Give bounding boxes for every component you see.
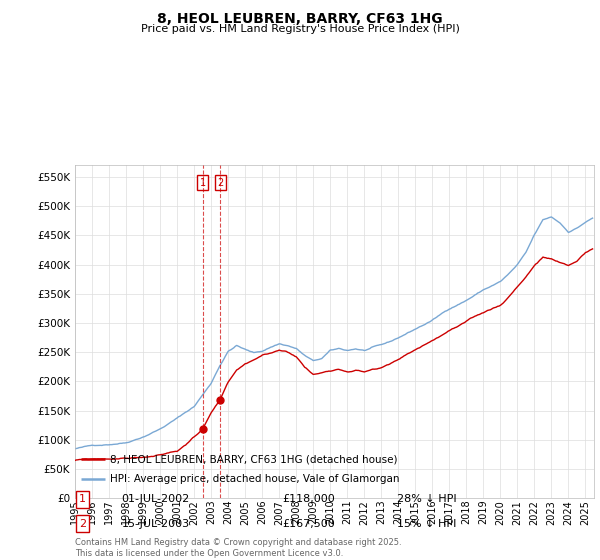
Text: 15% ↓ HPI: 15% ↓ HPI	[397, 519, 456, 529]
Text: 01-JUL-2002: 01-JUL-2002	[122, 494, 190, 505]
Text: 1: 1	[200, 178, 206, 188]
Text: 2: 2	[217, 178, 223, 188]
Text: 2: 2	[79, 519, 86, 529]
Text: HPI: Average price, detached house, Vale of Glamorgan: HPI: Average price, detached house, Vale…	[110, 474, 400, 484]
Text: 28% ↓ HPI: 28% ↓ HPI	[397, 494, 457, 505]
Text: 8, HEOL LEUBREN, BARRY, CF63 1HG (detached house): 8, HEOL LEUBREN, BARRY, CF63 1HG (detach…	[110, 454, 398, 464]
Text: Contains HM Land Registry data © Crown copyright and database right 2025.
This d: Contains HM Land Registry data © Crown c…	[75, 538, 401, 558]
Text: Price paid vs. HM Land Registry's House Price Index (HPI): Price paid vs. HM Land Registry's House …	[140, 24, 460, 34]
Text: 1: 1	[79, 494, 86, 505]
Text: 8, HEOL LEUBREN, BARRY, CF63 1HG: 8, HEOL LEUBREN, BARRY, CF63 1HG	[157, 12, 443, 26]
Text: 15-JUL-2003: 15-JUL-2003	[122, 519, 190, 529]
Text: £167,500: £167,500	[283, 519, 335, 529]
Text: £118,000: £118,000	[283, 494, 335, 505]
